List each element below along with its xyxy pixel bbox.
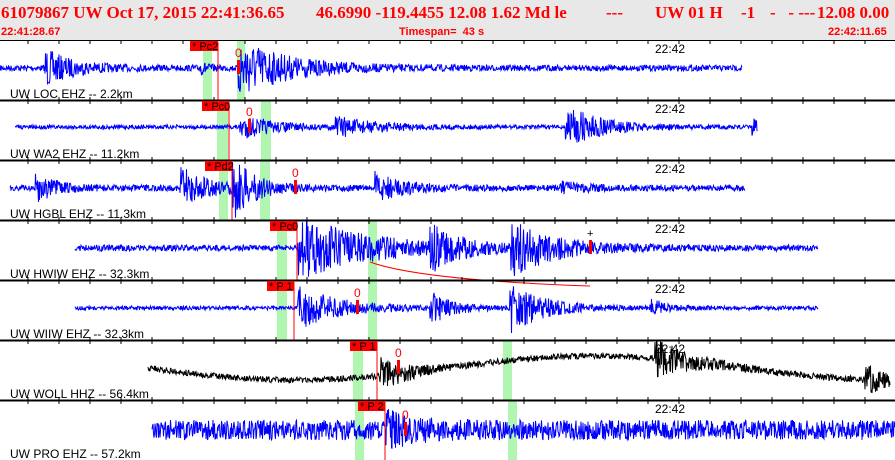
start-time: 22:41:28.67 (1, 26, 61, 38)
pick-flag[interactable] (358, 401, 385, 411)
trace-row[interactable]: * P 2 0 22:42 UW PRO EHZ -- 57.2km (0, 397, 895, 460)
event-value: -1 (741, 3, 756, 22)
waveform (147, 340, 891, 393)
trace-row[interactable]: * Pc2 0 22:42 UW LOC EHZ -- 2.2km (0, 40, 895, 101)
trace-row[interactable]: * Pc0 0 22:42 UW WA2 EHZ -- 11.2km (0, 97, 895, 161)
amplitude-marker[interactable] (589, 240, 592, 254)
station-label: UW PRO EHZ -- 57.2km (10, 447, 141, 460)
pick-flag[interactable] (190, 41, 218, 51)
pick-flag[interactable] (350, 341, 377, 351)
amplitude-marker[interactable] (404, 422, 407, 436)
timespan: Timespan= 43 s (399, 26, 485, 38)
marker-label: 0 (354, 286, 361, 300)
pick-flag[interactable] (205, 161, 232, 171)
event-location: 46.6990 -119.4455 12.08 1.62 Md le (316, 3, 567, 22)
amplitude-marker[interactable] (248, 119, 251, 133)
trace-row[interactable]: * Pd2 0 22:42 UW HGBL EHZ -- 11.3km (0, 157, 895, 221)
pick-label: * Pc2 (192, 41, 218, 53)
waveform (0, 47, 743, 93)
pick-flag[interactable] (267, 281, 294, 291)
pick-label: * Pd2 (207, 161, 234, 173)
waveform (151, 409, 895, 449)
trace-row[interactable]: * P 1 0 22:42 UW WIIW EHZ -- 32.3km (0, 277, 895, 341)
end-time: 22:42:11.65 (828, 26, 887, 38)
amplitude-curve (369, 261, 591, 287)
waveform (9, 161, 746, 218)
marker-label: 0 (246, 105, 253, 119)
phase-window (277, 280, 287, 340)
station-label: UW HGBL EHZ -- 11.3km (10, 207, 146, 221)
station-label: UW HWIW EHZ -- 32.3km (10, 267, 149, 281)
pick-flag[interactable] (202, 101, 229, 111)
amplitude-marker[interactable] (294, 180, 297, 194)
pick-label: * Pc0 (204, 101, 230, 113)
event-summary: 61079867 UW Oct 17, 2015 22:41:36.65 (1, 3, 285, 22)
time-label: 22:42 (655, 222, 685, 236)
amplitude-marker[interactable] (356, 300, 359, 314)
station-label: UW WA2 EHZ -- 11.2km (10, 147, 139, 161)
station-label: UW WIIW EHZ -- 32.3km (10, 327, 144, 341)
header-dashes-2: - - --- (770, 3, 816, 22)
time-label: 22:42 (655, 102, 685, 116)
phase-window (353, 340, 363, 400)
phase-window (217, 100, 228, 160)
trace-row[interactable]: * P 1 0 22:42 UW WOLL HHZ -- 56.4km (0, 337, 895, 401)
phase-window (277, 220, 287, 280)
waveform (14, 109, 758, 143)
amplitude-marker[interactable] (237, 60, 240, 74)
event-header: 61079867 UW Oct 17, 2015 22:41:36.65 46.… (0, 0, 895, 40)
time-label: 22:42 (655, 162, 685, 176)
waveform (74, 221, 819, 277)
time-label: 22:42 (655, 42, 685, 56)
phase-window (503, 340, 512, 400)
phase-window (203, 40, 212, 100)
time-label: 22:42 (655, 402, 685, 416)
pick-label: * P 1 (352, 341, 376, 353)
station-label: UW WOLL HHZ -- 56.4km (10, 387, 149, 401)
event-depth-rms: 12.08 0.00 (817, 3, 890, 22)
trace-row[interactable]: * Pc0 + 22:42 UW HWIW EHZ -- 32.3km (0, 217, 895, 287)
station-label: UW LOC EHZ -- 2.2km (10, 87, 133, 101)
amplitude-marker[interactable] (397, 360, 400, 374)
pick-label: * Pc0 (272, 221, 298, 233)
event-source: UW 01 H (655, 3, 723, 22)
marker-label: + (587, 228, 593, 240)
marker-label: 0 (292, 166, 299, 180)
phase-window (368, 280, 377, 340)
header-dashes: --- (606, 3, 623, 22)
time-label: 22:42 (655, 342, 685, 356)
waveform (74, 286, 819, 334)
marker-label: 0 (235, 46, 242, 60)
pick-label: * P 1 (269, 281, 293, 293)
trace-panel[interactable]: * Pc2 0 22:42 UW LOC EHZ -- 2.2km * Pc0 0 22:4… (0, 40, 895, 460)
marker-label: 0 (395, 346, 402, 360)
time-label: 22:42 (655, 282, 685, 296)
pick-flag[interactable] (270, 221, 297, 231)
marker-label: 0 (402, 408, 409, 422)
phase-window (260, 160, 270, 220)
pick-label: * P 2 (360, 401, 384, 413)
